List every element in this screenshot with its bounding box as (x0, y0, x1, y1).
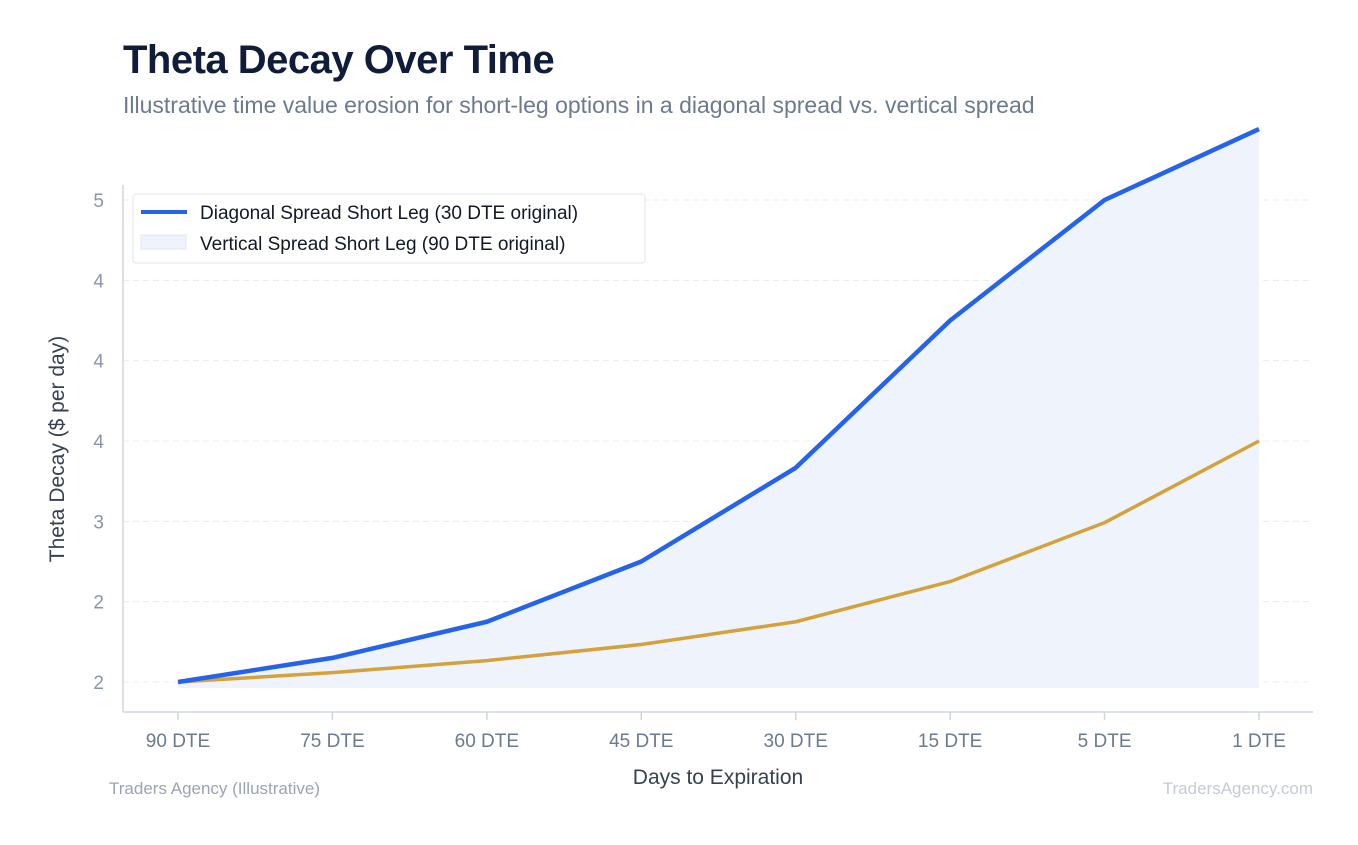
legend-label-diagonal: Diagonal Spread Short Leg (30 DTE origin… (200, 203, 578, 224)
legend: Diagonal Spread Short Leg (30 DTE origin… (132, 193, 646, 264)
legend-swatch-vertical (140, 234, 187, 250)
diagonal-area-fill (178, 129, 1259, 689)
x-tick-label: 60 DTE (455, 731, 519, 752)
source-note: Traders Agency (Illustrative) (109, 779, 320, 798)
y-tick-label: 4 (93, 352, 104, 373)
watermark: TradersAgency.com (1162, 779, 1313, 798)
x-tick-label: 75 DTE (300, 731, 364, 752)
x-tick-label: 5 DTE (1078, 731, 1132, 752)
series-line-vertical (177, 439, 1260, 684)
x-tick-label: 90 DTE (146, 731, 210, 752)
x-axis-title: Days to Expiration (633, 766, 803, 789)
y-tick-label: 2 (93, 593, 104, 614)
y-tick-label: 2 (93, 673, 104, 694)
x-tick-label: 15 DTE (918, 731, 982, 752)
x-tick-label: 45 DTE (609, 731, 673, 752)
area-fill-layer (178, 129, 1259, 689)
y-axis-title: Theta Decay ($ per day) (46, 336, 69, 562)
series-line-diagonal (177, 126, 1260, 685)
series-line-layer (177, 126, 1260, 685)
y-tick-label: 3 (93, 512, 104, 533)
y-tick-label: 4 (93, 432, 104, 453)
y-tick-label: 4 (93, 271, 104, 292)
y-tick-label: 5 (93, 191, 104, 212)
x-tick-label: 1 DTE (1232, 731, 1286, 752)
page-subtitle: Illustrative time value erosion for shor… (123, 92, 1035, 118)
page-title: Theta Decay Over Time (123, 38, 555, 82)
legend-box (132, 193, 646, 264)
axis-layer (122, 185, 1313, 720)
legend-label-vertical: Vertical Spread Short Leg (90 DTE origin… (200, 234, 565, 255)
x-tick-label: 30 DTE (764, 731, 828, 752)
tick-label-layer: 2 2 3 4 4 4 5 90 DTE 75 DTE 60 DTE 45 DTE 30 DTE 15 … (93, 191, 1286, 752)
